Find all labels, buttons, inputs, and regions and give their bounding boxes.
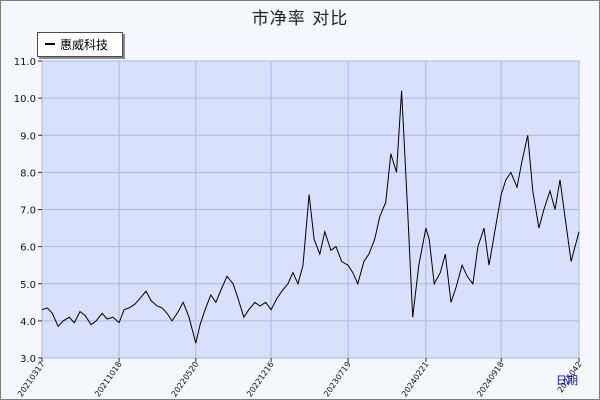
series-line xyxy=(41,90,580,344)
y-tick-label: 10.0 xyxy=(14,94,36,105)
x-tick-label: 20211018 xyxy=(93,360,124,399)
x-tick-label: 20220520 xyxy=(170,360,201,399)
x-tick-label: 20240221 xyxy=(400,360,431,399)
y-tick-label: 7.0 xyxy=(20,206,36,217)
y-axis-ticks: 3.0 4.0 5.0 6.0 7.0 8.0 9.0 10.0 11.0 xyxy=(14,57,42,365)
x-axis-label: 日期 xyxy=(556,374,578,387)
y-tick-label: 8.0 xyxy=(20,168,36,179)
y-tick-label: 11.0 xyxy=(14,57,36,68)
y-tick-label: 6.0 xyxy=(20,243,36,254)
legend-label: 惠威科技 xyxy=(60,38,109,52)
y-tick-label: 9.0 xyxy=(20,131,36,142)
x-tick-label: 20230719 xyxy=(322,360,353,399)
legend: 惠威科技 xyxy=(37,32,123,57)
x-tick-label: 20240918 xyxy=(475,360,506,399)
legend-swatch xyxy=(45,43,55,45)
x-axis-ticks: 20210317 20211018 20220520 20221216 20230719… xyxy=(16,358,584,399)
x-tick-label: 20221216 xyxy=(245,360,276,399)
y-tick-label: 3.0 xyxy=(20,354,36,365)
y-tick-label: 5.0 xyxy=(20,280,36,291)
x-tick-label: 20210317 xyxy=(16,360,47,399)
y-tick-label: 4.0 xyxy=(20,317,36,328)
chart-title: 市净率 对比 xyxy=(251,9,349,29)
